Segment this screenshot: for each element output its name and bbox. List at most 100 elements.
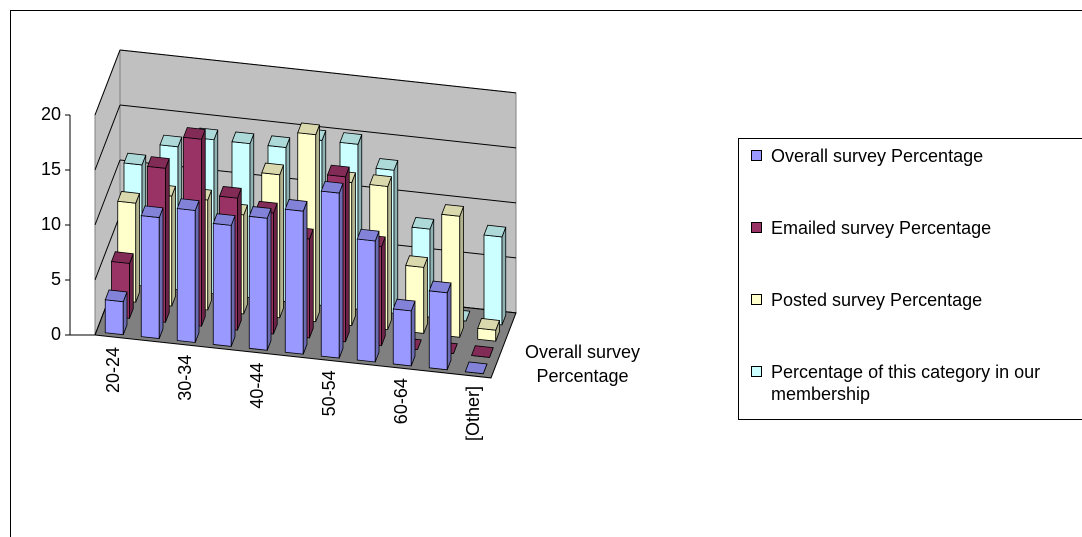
bar-top (369, 174, 393, 187)
legend-entry: Percentage of this category in our membe… (751, 361, 1082, 405)
x-tick-label: 40-44 (247, 363, 267, 409)
bar-side (345, 166, 350, 342)
bar-top (356, 228, 380, 242)
bar (441, 204, 465, 338)
grid-line (94, 214, 121, 281)
y-tick-label: 5 (51, 269, 61, 289)
bar-front (284, 208, 304, 355)
bar-side (129, 253, 134, 319)
bar-top (441, 204, 465, 217)
bar-side (410, 300, 416, 367)
bar-top (477, 318, 501, 331)
bar (284, 199, 308, 355)
bar-side (194, 200, 200, 343)
bar-front (248, 215, 268, 351)
bar (428, 280, 452, 371)
bar-side (381, 236, 386, 346)
grid-line (94, 104, 121, 171)
bar-front (428, 290, 448, 371)
bar-side (501, 227, 507, 326)
bar-top (261, 162, 285, 176)
x-tick-label: 60-64 (391, 378, 411, 424)
bar-side (446, 282, 452, 370)
bar (483, 224, 507, 326)
bar-top (284, 199, 308, 212)
x-tick-label: 50-54 (319, 370, 339, 416)
bar-top (146, 156, 170, 169)
bar-side (207, 190, 212, 311)
bar-side (351, 172, 356, 326)
bar (248, 206, 272, 351)
bar-side (201, 129, 206, 327)
bar (392, 298, 416, 367)
bar-front (483, 234, 503, 326)
bar-side (243, 204, 248, 315)
bar-top (297, 122, 321, 136)
bar-side (230, 215, 236, 347)
bar-front (176, 208, 196, 343)
bar-side (279, 164, 284, 318)
bar-top (326, 164, 350, 178)
bar-top (104, 289, 128, 303)
bar-top (218, 185, 242, 199)
bar-top (140, 205, 164, 219)
y-tick-label: 0 (51, 324, 61, 344)
legend-label: Posted survey Percentage (771, 290, 983, 310)
bar (104, 289, 128, 336)
legend-swatch (751, 222, 762, 233)
bar (176, 198, 200, 343)
bar-top (159, 134, 183, 148)
legend-swatch (751, 294, 762, 305)
bar-top (248, 206, 272, 219)
bar-top (320, 180, 344, 194)
bar-side (135, 193, 140, 303)
bar-top (267, 135, 291, 148)
bar-top (110, 251, 134, 264)
bar-top (339, 132, 363, 145)
legend-entry: Posted survey Percentage (751, 289, 1082, 311)
bar-front (140, 215, 160, 340)
bar-top (405, 255, 429, 268)
bar-top (231, 131, 255, 145)
legend-label: Emailed survey Percentage (771, 218, 992, 238)
y-tick-label: 20 (41, 104, 61, 124)
bar-top (470, 345, 494, 358)
bar-top (212, 213, 236, 226)
bar (320, 180, 344, 359)
bar-front (356, 238, 376, 363)
bar-side (302, 201, 308, 355)
legend-swatch (751, 150, 762, 161)
bar-side (237, 188, 242, 331)
bar-side (393, 160, 399, 314)
bar-front (392, 308, 412, 367)
depth-axis-label: Overall survey Percentage (524, 342, 641, 386)
grid-line (119, 49, 517, 94)
x-tick-label: 20-24 (103, 347, 123, 393)
bar-side (165, 158, 170, 323)
bar-top (392, 298, 416, 312)
legend-entry: Emailed survey Percentage (751, 217, 1082, 239)
grid-line (94, 49, 121, 116)
bar-front (104, 299, 124, 336)
bar-front (212, 222, 232, 347)
bar-side (171, 186, 176, 307)
bar (356, 228, 380, 363)
x-tick-label: 30-34 (175, 355, 195, 401)
bar-side (309, 229, 314, 339)
bar (140, 205, 164, 340)
bar-top (182, 127, 206, 140)
bar-top (483, 224, 507, 238)
legend-swatch (751, 366, 762, 377)
grid-line (94, 159, 121, 226)
x-tick-label: [Other] (463, 386, 483, 441)
bar-side (266, 208, 272, 351)
bar (212, 213, 236, 347)
bar-front (320, 190, 340, 359)
bar-side (315, 124, 320, 322)
bar-side (374, 231, 380, 363)
bar (477, 318, 501, 342)
bar-side (423, 257, 428, 334)
bar-top (375, 158, 399, 171)
bar-side (158, 207, 164, 339)
